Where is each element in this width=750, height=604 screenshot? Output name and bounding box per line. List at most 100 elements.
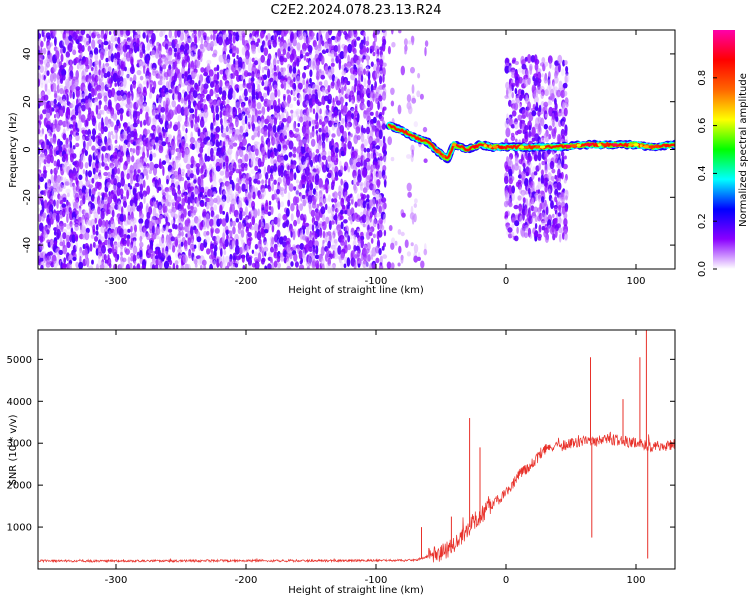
spectrogram-cell: [161, 227, 165, 233]
spectrogram-cell: [190, 186, 195, 192]
spectrogram-cell: [75, 199, 79, 210]
spectrogram-cell: [242, 82, 247, 89]
spectrogram-cell: [248, 124, 251, 130]
spectrogram-cell: [103, 263, 109, 269]
spectrogram-cell: [337, 191, 342, 197]
spectrogram-cell: [194, 36, 198, 45]
spectrogram-cell: [250, 159, 254, 168]
spectrogram-cell: [75, 210, 79, 215]
spectrogram-cell: [177, 85, 181, 92]
spectrogram-cell: [132, 265, 136, 269]
spectrogram-cell: [187, 196, 191, 206]
spectrogram-cell: [407, 105, 413, 115]
spectrogram-cell: [155, 136, 159, 144]
spectrogram-cell: [338, 88, 342, 94]
spectrogram-cell: [375, 257, 380, 264]
spectrogram-cell: [194, 30, 198, 35]
spectrogram-cell: [161, 237, 165, 244]
spectrogram-cell: [259, 161, 265, 167]
spectrogram-cell: [132, 202, 136, 212]
spectrogram-cell: [45, 103, 51, 111]
spectrogram-cell: [177, 152, 182, 161]
spectrogram-cell: [211, 53, 217, 58]
spectrogram-cell: [413, 213, 417, 223]
spectrogram-cell: [366, 148, 371, 153]
spectrogram-cell: [133, 260, 137, 266]
spectrogram-cell: [126, 156, 131, 165]
spectrogram-cell: [204, 235, 210, 243]
spectrogram-cell: [69, 124, 74, 129]
spectrogram-cell: [184, 62, 188, 67]
spectrogram-cell: [94, 60, 99, 65]
spectrogram-cell: [196, 140, 201, 149]
spectrogram-cell: [390, 87, 395, 96]
spectrogram-cell: [215, 125, 221, 133]
spectrogram-cell: [170, 145, 176, 156]
spectrogram-cell: [305, 100, 310, 106]
spectrogram-cell: [127, 141, 131, 148]
spectrogram-cell: [511, 110, 517, 117]
spectrogram-cell: [52, 137, 57, 145]
spectrogram-cell: [44, 151, 47, 160]
spectrogram-cell: [231, 240, 235, 251]
spectrogram-cell: [87, 170, 92, 178]
spectrogram-cell: [326, 163, 332, 169]
spectrogram-cell: [221, 95, 227, 101]
spectrogram-cell: [81, 45, 85, 52]
spectrogram-cell: [56, 162, 60, 171]
spectrogram-cell: [111, 134, 115, 140]
spectrogram-cell: [552, 120, 555, 128]
spectrogram-cell: [308, 36, 312, 43]
spectrogram-cell: [167, 80, 171, 90]
spectrogram-cell: [381, 123, 386, 130]
spectrogram-cell: [378, 95, 383, 102]
spectrogram-cell: [80, 154, 86, 163]
spectrogram-cell: [178, 253, 182, 260]
spectrogram-cell: [155, 54, 160, 59]
spectrogram-cell: [331, 171, 334, 181]
spectrogram-cell: [235, 150, 239, 161]
spectrogram-cell: [290, 113, 294, 121]
spectrogram-cell: [126, 44, 131, 50]
spectrogram-cell: [49, 192, 53, 201]
spectrogram-cell: [53, 260, 58, 269]
spectrogram-cell: [119, 243, 124, 250]
spectrogram-cell: [148, 116, 152, 124]
spectrogram-cell: [83, 57, 89, 67]
spectrogram-cell: [330, 220, 335, 225]
spectrogram-cell: [79, 199, 83, 207]
spectrogram-cell: [156, 98, 160, 104]
spectrogram-cell: [152, 116, 157, 127]
spectrogram-cell: [189, 137, 195, 144]
spectrogram-cell: [414, 198, 418, 204]
spectrogram-cell: [167, 54, 173, 61]
spectrogram-cell: [100, 52, 104, 61]
spectrogram-cell: [91, 259, 94, 265]
spectrogram-cell: [350, 133, 353, 138]
spectrogram-cell: [273, 179, 277, 185]
spectrogram-cell: [376, 179, 381, 188]
spectrogram-cell: [325, 137, 331, 143]
spectrogram-cell: [72, 91, 75, 100]
spectrogram-cell: [193, 258, 198, 265]
spectrogram-cell: [325, 104, 330, 110]
spectrogram-cell: [245, 244, 249, 253]
spectrogram-cell: [540, 108, 545, 115]
spectrogram-cell: [215, 105, 219, 114]
spectrogram-cell: [177, 189, 182, 195]
spectrogram-cell: [318, 202, 323, 207]
spectrogram-cell: [165, 216, 168, 224]
spectrogram-cell: [321, 213, 326, 222]
spectrogram-cell: [117, 203, 122, 212]
spectrogram-cell: [179, 44, 185, 53]
spectrogram-cell: [217, 36, 223, 46]
spectrogram-cell: [136, 69, 142, 76]
spectrogram-cell: [123, 94, 127, 102]
spectrogram-cell: [383, 179, 387, 188]
spectrogram-cell: [52, 215, 57, 221]
spectrogram-cell: [139, 120, 143, 128]
spectrogram-cell: [168, 240, 172, 250]
spectrogram-cell: [180, 168, 185, 174]
spectrogram-cell: [213, 204, 218, 211]
spectrogram-cell: [126, 74, 130, 79]
